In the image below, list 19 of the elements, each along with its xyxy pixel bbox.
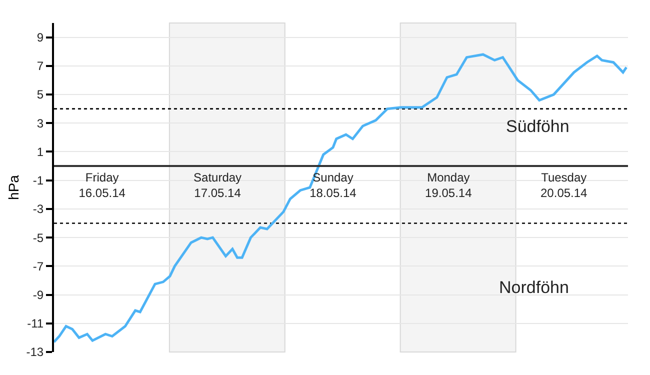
y-tick-label: -11 — [27, 316, 44, 331]
y-tick-label: -5 — [32, 230, 44, 245]
y-tick-label: 9 — [36, 30, 44, 44]
x-tick-label: Monday 19.05.14 — [425, 170, 472, 200]
y-tick-label: 5 — [36, 88, 44, 102]
y-tick-label: 7 — [36, 59, 44, 74]
y-tick-label: 1 — [36, 144, 44, 159]
y-tick-label: -3 — [32, 202, 44, 216]
y-tick-label: -13 — [26, 345, 44, 360]
y-axis-title: hPa — [5, 174, 22, 200]
annotation: Nordföhn — [499, 278, 569, 297]
x-tick-label: Tuesday 20.05.14 — [540, 170, 588, 200]
annotation: Südföhn — [506, 117, 570, 136]
x-tick-label: Friday 16.05.14 — [78, 170, 126, 200]
x-tick-label: Saturday 17.05.14 — [194, 170, 242, 200]
y-tick-label: -1 — [32, 174, 44, 188]
y-tick-label: 3 — [36, 116, 44, 130]
y-tick-label: -7 — [32, 259, 44, 274]
y-tick-label: -9 — [32, 288, 44, 302]
